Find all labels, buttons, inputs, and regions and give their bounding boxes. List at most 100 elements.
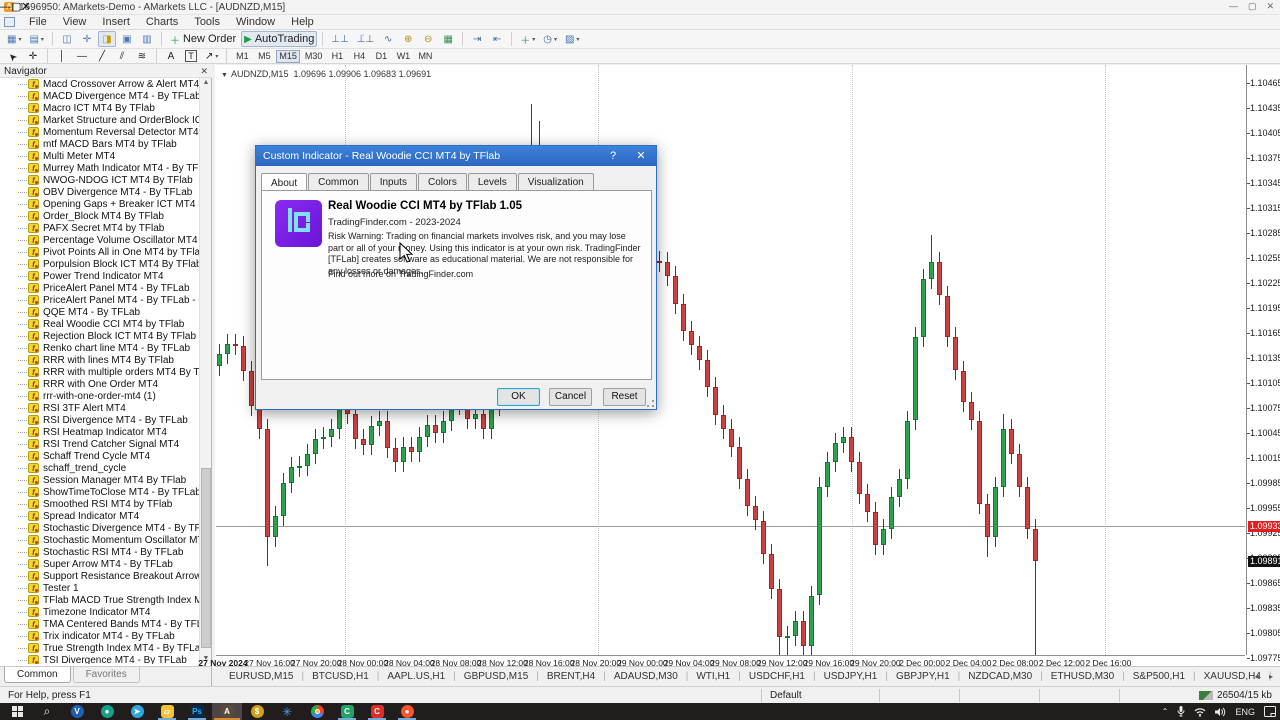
menu-item-tools[interactable]: Tools <box>194 15 220 28</box>
chart-tab-btcusd-h1[interactable]: BTCUSD,H1 <box>312 671 369 682</box>
chart-tab-nzdcad-m30[interactable]: NZDCAD,M30 <box>968 671 1033 682</box>
market-watch-button[interactable]: ◫ <box>58 31 76 47</box>
trendline-tool[interactable]: ╱ <box>93 48 111 64</box>
navigator-item[interactable]: f RSI Divergence MT4 - By TFLab <box>0 414 200 426</box>
app-v-icon[interactable]: V <box>62 703 92 720</box>
chart-tab-usdjpy-h1[interactable]: USDJPY,H1 <box>823 671 878 682</box>
menu-item-insert[interactable]: Insert <box>102 15 130 28</box>
navigator-item[interactable]: f Timezone Indicator MT4 <box>0 606 200 618</box>
chart-tab-adausd-m30[interactable]: ADAUSD,M30 <box>613 671 678 682</box>
navigator-item[interactable]: f RRR with One Order MT4 <box>0 378 200 390</box>
dialog-tab-common[interactable]: Common <box>308 173 369 190</box>
language-indicator[interactable]: ENG <box>1235 706 1255 717</box>
zoom-out-button[interactable]: ⊖ <box>419 31 437 47</box>
app-gold-icon[interactable]: $ <box>242 703 272 720</box>
ok-button[interactable]: OK <box>497 388 540 406</box>
menu-item-help[interactable]: Help <box>291 15 314 28</box>
navigator-tab-favorites[interactable]: Favorites <box>72 667 140 683</box>
strategy-tester-button[interactable]: ▥ <box>138 31 156 47</box>
navigator-item[interactable]: f mtf MACD Bars MT4 by TFlab <box>0 138 200 150</box>
dialog-close-button[interactable]: ✕ <box>636 150 646 162</box>
vertical-line-tool[interactable]: │ <box>53 48 71 64</box>
navigator-item[interactable]: f Support Resistance Breakout Arrows MT4 <box>0 570 200 582</box>
status-profile[interactable]: Default <box>762 688 880 702</box>
periods-button[interactable]: ◷ ▾ <box>540 31 560 47</box>
quick-trade-arrow-icon[interactable]: ▼ <box>221 72 228 79</box>
tray-expand-icon[interactable]: ⌃ <box>1161 707 1169 716</box>
label-tool[interactable]: T <box>182 48 200 64</box>
terminal-button[interactable]: ▣ <box>118 31 136 47</box>
dialog-tab-levels[interactable]: Levels <box>467 173 517 190</box>
navigator-item[interactable]: f Porpulsion Block ICT MT4 By TFlab <box>0 258 200 270</box>
navigator-item[interactable]: f Tester 1 <box>0 582 200 594</box>
maximize-button[interactable]: ▢ <box>1247 1 1257 11</box>
chrome-icon[interactable] <box>302 703 332 720</box>
photoshop-icon[interactable]: Ps <box>182 703 212 720</box>
navigator-item[interactable]: f TMA Centered Bands MT4 - By TFLab <box>0 618 200 630</box>
chart-tab-scroll-arrows[interactable]: ◂ ▸ <box>1254 672 1277 681</box>
price-axis[interactable]: 1.10465 1.10435 1.10405 1.10375 1.10345 1.103… <box>1246 65 1280 663</box>
navigator-item[interactable]: f Stochastic Divergence MT4 - By TFLab <box>0 522 200 534</box>
navigator-item[interactable]: f RSI Trend Catcher Signal MT4 <box>0 438 200 450</box>
line-chart-button[interactable]: ∿ <box>379 31 397 47</box>
navigator-item[interactable]: f Multi Meter MT4 <box>0 150 200 162</box>
navigator-button[interactable]: ◨ <box>97 31 116 47</box>
new-order-button[interactable]: ＋ New Order <box>167 31 239 47</box>
navigator-item[interactable]: f Percentage Volume Oscillator MT4 by TFl… <box>0 234 200 246</box>
chart-tab-usdchf-h1[interactable]: USDCHF,H1 <box>748 671 805 682</box>
minimize-button[interactable]: — <box>1228 1 1238 11</box>
navigator-item[interactable]: f QQE MT4 - By TFLab <box>0 306 200 318</box>
dialog-help-button[interactable]: ? <box>609 150 617 162</box>
navigator-item[interactable]: f Renko chart line MT4 - By TFLab <box>0 342 200 354</box>
timeframe-button-mn[interactable]: MN <box>418 51 433 61</box>
chart-tab-wti-h1[interactable]: WTI,H1 <box>696 671 731 682</box>
navigator-item[interactable]: f OBV Divergence MT4 - By TFLab <box>0 186 200 198</box>
app-green-c-icon[interactable]: C <box>332 703 362 720</box>
scroll-up-icon[interactable]: ▲ <box>202 79 210 86</box>
arrows-tool[interactable]: ↗ ▾ <box>202 48 221 64</box>
file-explorer-icon[interactable]: ▱ <box>152 703 182 720</box>
navigator-scrollbar[interactable]: ▲ ▼ <box>199 78 211 664</box>
candlestick-chart-button[interactable]: ⊥̇⊥ <box>354 31 377 47</box>
metatrader-icon[interactable]: A <box>212 703 242 720</box>
app-red-c-icon[interactable]: C <box>362 703 392 720</box>
scrollbar-thumb[interactable] <box>201 468 211 648</box>
wifi-icon[interactable] <box>1194 707 1206 717</box>
navigator-item[interactable]: f Session Manager MT4 By TFlab <box>0 474 200 486</box>
cancel-button[interactable]: Cancel <box>549 388 592 406</box>
navigator-close-icon[interactable]: ✕ <box>200 66 208 76</box>
navigator-item[interactable]: f Opening Gaps + Breaker ICT MT4 By TFlab <box>0 198 200 210</box>
navigator-item[interactable]: f Macd Crossover Arrow & Alert MT4 - By T… <box>0 78 200 90</box>
navigator-item[interactable]: f Stochastic Momentum Oscillator MT4 <box>0 534 200 546</box>
timeframe-button-w1[interactable]: W1 <box>396 51 411 61</box>
navigator-item[interactable]: f TFlab MACD True Strength Index MT4 <box>0 594 200 606</box>
navigator-item[interactable]: f RSI 3TF Alert MT4 <box>0 402 200 414</box>
new-chart-button[interactable]: ▦ ▾ <box>4 31 24 47</box>
telegram-icon[interactable]: ➤ <box>122 703 152 720</box>
microphone-icon[interactable] <box>1177 706 1185 717</box>
chart-tab-brent-h4[interactable]: BRENT,H4 <box>546 671 596 682</box>
close-button[interactable]: ✕ <box>1266 1 1274 11</box>
timeframe-button-m30[interactable]: M30 <box>304 51 323 61</box>
dialog-title-bar[interactable]: Custom Indicator - Real Woodie CCI MT4 b… <box>256 146 656 166</box>
navigator-item[interactable]: f Power Trend Indicator MT4 <box>0 270 200 282</box>
navigator-item[interactable]: f PAFX Secret MT4 by TFlab <box>0 222 200 234</box>
navigator-item[interactable]: f Real Woodie CCI MT4 by TFlab <box>0 318 200 330</box>
navigator-item[interactable]: f PriceAlert Panel MT4 - By TFLab <box>0 282 200 294</box>
navigator-item[interactable]: f PriceAlert Panel MT4 - By TFLab - Copy <box>0 294 200 306</box>
dialog-tab-about[interactable]: About <box>261 173 308 191</box>
zoom-in-button[interactable]: ⊕ <box>399 31 417 47</box>
chart-tab-aapl-us-h1[interactable]: AAPL.US,H1 <box>387 671 446 682</box>
navigator-item[interactable]: f Super Arrow MT4 - By TFLab <box>0 558 200 570</box>
dialog-tab-inputs[interactable]: Inputs <box>369 173 417 190</box>
app-teal-icon[interactable]: ● <box>92 703 122 720</box>
child-close-button[interactable]: ✕ <box>21 1 31 13</box>
navigator-item[interactable]: f Trix indicator MT4 - By TFLab <box>0 630 200 642</box>
navigator-item[interactable]: f Schaff Trend Cycle MT4 <box>0 450 200 462</box>
browser-icon[interactable]: ● <box>392 703 422 720</box>
navigator-item[interactable]: f ShowTimeToClose MT4 - By TFLab <box>0 486 200 498</box>
navigator-item[interactable]: f Stochastic RSI MT4 - By TFLab <box>0 546 200 558</box>
timeframe-button-h1[interactable]: H1 <box>331 51 344 61</box>
menu-item-window[interactable]: Window <box>236 15 276 28</box>
bar-chart-button[interactable]: ⊥⊥ <box>328 31 351 47</box>
